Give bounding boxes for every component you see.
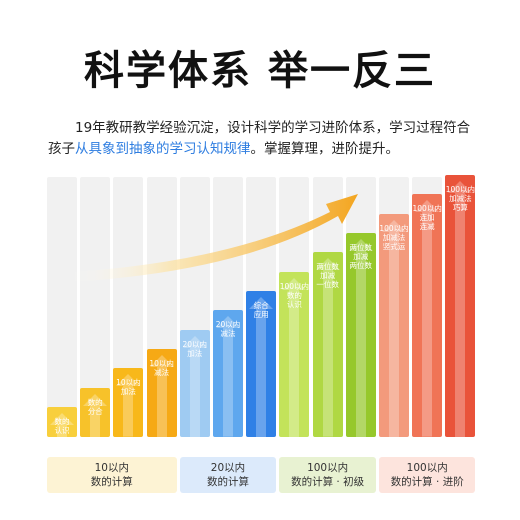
up-arrow-icon	[83, 393, 108, 437]
description-text: 19年教研教学经验沉淀，设计科学的学习进阶体系，学习过程符合孩子	[48, 120, 471, 157]
bar-12: 100以内 连加 连减	[412, 194, 443, 437]
category-title: 20以内	[210, 462, 246, 474]
bar-label: 100以内 加减法 巧算	[445, 185, 476, 212]
bar-2: 数的 分合	[80, 387, 111, 437]
bar-9: 两位数 加减 一位数	[312, 252, 343, 437]
category-subtitle: 数的计算 · 初级	[291, 476, 365, 488]
bar-10: 两位数 加减 两位数	[345, 233, 376, 437]
category-subtitle: 数的计算	[206, 476, 249, 488]
bar-3: 10以内 加法	[113, 368, 144, 437]
bar-11: 100以内 加减法 竖式运	[379, 213, 409, 437]
bar-label: 10以内 加法	[116, 378, 141, 397]
page-title: 科学体系 举一反三	[84, 48, 436, 94]
bar-label: 20以内 减法	[215, 320, 241, 339]
category-2: 20以内数的计算	[179, 457, 277, 493]
bar-1: 数的 认识	[47, 407, 77, 437]
up-arrow-icon	[315, 258, 340, 437]
category-title: 100以内	[307, 462, 349, 474]
column-track	[47, 177, 77, 437]
bar-13: 100以内 加减法 巧算	[445, 175, 476, 437]
up-arrow-icon	[448, 181, 473, 437]
bar-label: 100以内 连加 连减	[412, 204, 442, 232]
category-3: 100以内数的计算 · 初级	[279, 457, 376, 493]
up-arrow-icon	[415, 200, 440, 437]
bar-8: 100以内 数的 认识	[279, 271, 310, 437]
up-arrow-icon	[282, 277, 307, 437]
description: 19年教研教学经验沉淀，设计科学的学习进阶体系，学习过程符合孩子从具象到抽象的学…	[48, 118, 478, 160]
bar-label: 数的 分合	[87, 397, 103, 416]
up-arrow-icon	[249, 297, 274, 437]
category-title: 100以内	[406, 462, 448, 474]
bar-5: 20以内 加法	[179, 329, 210, 437]
bar-label: 20以内 加法	[182, 339, 208, 358]
up-arrow-icon	[382, 219, 406, 437]
bar-label: 综合 应用	[253, 301, 269, 319]
category-4: 100以内数的计算 · 进阶	[379, 457, 476, 493]
bar-4: 10以内 减法	[146, 349, 177, 437]
up-arrow-icon	[116, 374, 141, 437]
bar-label: 两位数 加减 两位数	[349, 243, 373, 270]
description-text-end: 。掌握算理，进阶提升。	[250, 141, 400, 157]
bar-label: 数的 认识	[54, 417, 70, 435]
category-subtitle: 数的计算 · 进阶	[390, 476, 464, 488]
up-arrow-icon	[149, 355, 174, 437]
bar-label: 两位数 加减 一位数	[316, 262, 339, 290]
up-arrow-icon	[216, 316, 240, 437]
category-title: 10以内	[94, 462, 129, 474]
up-arrow-icon	[182, 335, 207, 437]
bar-label: 100以内 数的 认识	[279, 281, 310, 309]
category-1: 10以内数的计算	[47, 457, 177, 493]
bar-label: 100以内 加减法 竖式运	[379, 223, 409, 251]
bar-7: 综合 应用	[246, 291, 277, 437]
category-subtitle: 数的计算	[90, 476, 133, 488]
bar-6: 20以内 减法	[213, 310, 243, 437]
bar-label: 10以内 减法	[149, 359, 174, 377]
up-arrow-icon	[348, 239, 373, 437]
up-arrow-icon	[50, 413, 74, 437]
description-highlight: 从具象到抽象的学习认知规律	[75, 141, 251, 157]
